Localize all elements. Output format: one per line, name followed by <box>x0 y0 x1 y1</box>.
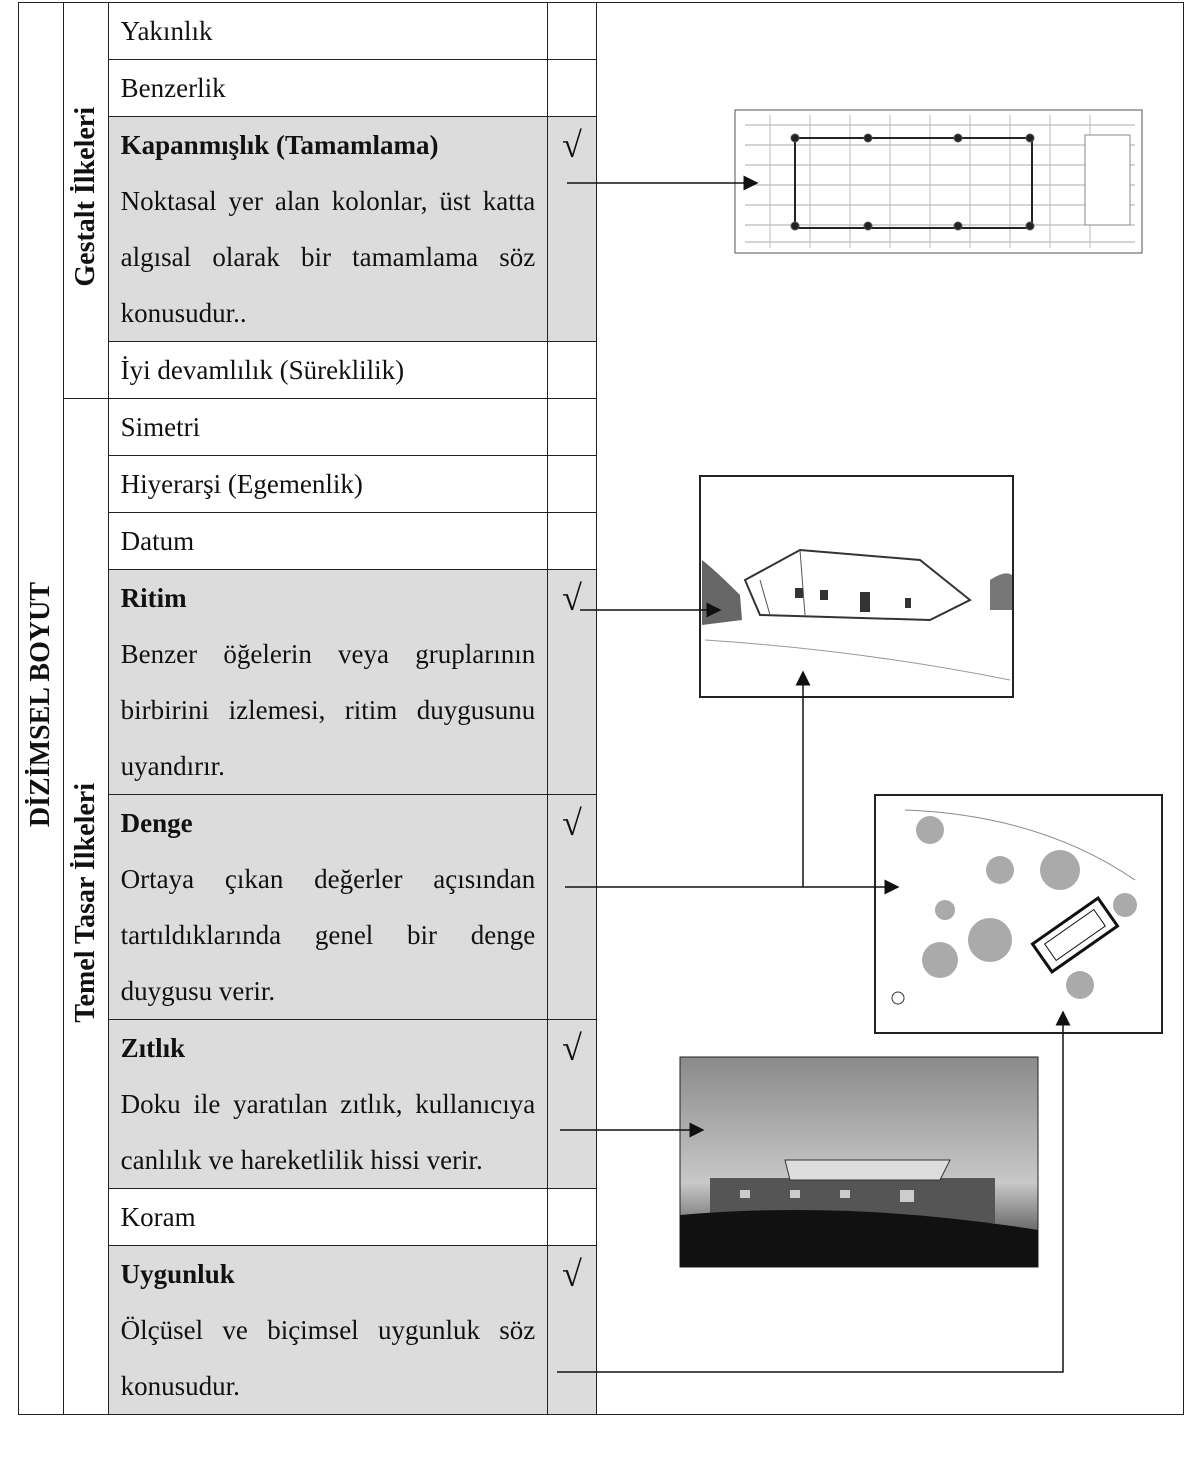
group-cell: Gestalt İlkeleri <box>62 2 109 399</box>
check-mark: √ <box>562 803 582 843</box>
principle-row: Koram <box>19 1188 1184 1246</box>
principle-cell: Denge Ortaya çıkan değerler açısından tar… <box>107 794 549 1020</box>
dimension-label: DİZİMSEL BOYUT <box>24 582 56 828</box>
principle-name: Yakınlık <box>120 16 213 46</box>
principle-description: Noktasal yer alan kolonlar, üst katta al… <box>120 186 536 328</box>
check-mark: √ <box>562 578 582 618</box>
principle-name: Simetri <box>120 412 201 442</box>
principles-table: DİZİMSEL BOYUT Gestalt İlkeleri Yakınlık Be… <box>18 2 1185 1415</box>
principle-cell: Benzerlik <box>107 59 549 117</box>
principle-name: Datum <box>120 526 195 556</box>
check-cell <box>547 1188 597 1246</box>
principle-cell: Zıtlık Doku ile yaratılan zıtlık, kullanı… <box>107 1019 549 1189</box>
principle-row: DİZİMSEL BOYUT Gestalt İlkeleri Yakınlık <box>18 2 1185 1415</box>
principle-cell: Hiyerarşi (Egemenlik) <box>107 455 549 513</box>
principle-description: Ölçüsel ve biçimsel uygunluk söz konusud… <box>120 1315 536 1401</box>
principle-row: Benzerlik <box>19 59 1184 117</box>
principle-row: Hiyerarşi (Egemenlik) <box>19 455 1184 513</box>
check-cell <box>547 59 597 117</box>
principle-cell: Koram <box>107 1188 549 1246</box>
check-mark: √ <box>562 125 582 165</box>
principle-cell: Datum <box>107 512 549 570</box>
check-cell <box>547 2 597 60</box>
principle-name: Denge <box>120 808 193 838</box>
principle-row: Temel Tasar İlkeleri Simetri <box>19 398 1184 1415</box>
principle-row: Datum <box>19 512 1184 570</box>
principle-name: Ritim <box>120 583 187 613</box>
group-cell: Temel Tasar İlkeleri <box>62 398 109 1415</box>
check-mark: √ <box>562 1254 582 1294</box>
principle-name: Zıtlık <box>120 1033 186 1063</box>
check-cell <box>547 455 597 513</box>
dimension-cell: DİZİMSEL BOYUT <box>18 2 64 1415</box>
group-label: Gestalt İlkeleri <box>69 107 101 287</box>
check-mark: √ <box>562 1028 582 1068</box>
principle-description: Doku ile yaratılan zıtlık, kullanıcıya c… <box>120 1089 536 1175</box>
principle-cell: İyi devamlılık (Süreklilik) <box>107 341 549 399</box>
check-cell: √ <box>547 569 597 795</box>
principle-description: Ortaya çıkan değerler açısından tartıldı… <box>120 864 536 1006</box>
principle-cell: Yakınlık <box>107 2 549 60</box>
principle-cell: Kapanmışlık (Tamamlama) Noktasal yer alan… <box>107 116 549 342</box>
check-cell: √ <box>547 1019 597 1189</box>
check-cell <box>547 512 597 570</box>
principle-row: Uygunluk Ölçüsel ve biçimsel uygunluk söz… <box>19 1245 1184 1415</box>
principle-row: Ritim Benzer öğelerin veya gruplarının bi… <box>19 569 1184 795</box>
principle-name: Koram <box>120 1202 196 1232</box>
check-cell <box>547 341 597 399</box>
principle-name: Uygunluk <box>120 1259 235 1289</box>
principle-cell: Ritim Benzer öğelerin veya gruplarının bi… <box>107 569 549 795</box>
check-cell: √ <box>547 794 597 1020</box>
principle-name: Hiyerarşi (Egemenlik) <box>120 469 363 499</box>
check-cell: √ <box>547 116 597 342</box>
figure-cell <box>595 2 1185 1415</box>
table-body: DİZİMSEL BOYUT Gestalt İlkeleri Yakınlık Be… <box>18 2 1185 1415</box>
principle-name: Kapanmışlık (Tamamlama) <box>120 130 439 160</box>
check-cell <box>547 398 597 456</box>
principle-row: Kapanmışlık (Tamamlama) Noktasal yer alan… <box>19 116 1184 342</box>
check-cell: √ <box>547 1245 597 1415</box>
principle-description: Benzer öğelerin veya gruplarının birbiri… <box>120 639 536 781</box>
group-label: Temel Tasar İlkeleri <box>69 783 101 1023</box>
principle-cell: Uygunluk Ölçüsel ve biçimsel uygunluk söz… <box>107 1245 549 1415</box>
principle-name: Benzerlik <box>120 73 226 103</box>
principle-name: İyi devamlılık (Süreklilik) <box>120 355 405 385</box>
principle-cell: Simetri <box>107 398 549 456</box>
